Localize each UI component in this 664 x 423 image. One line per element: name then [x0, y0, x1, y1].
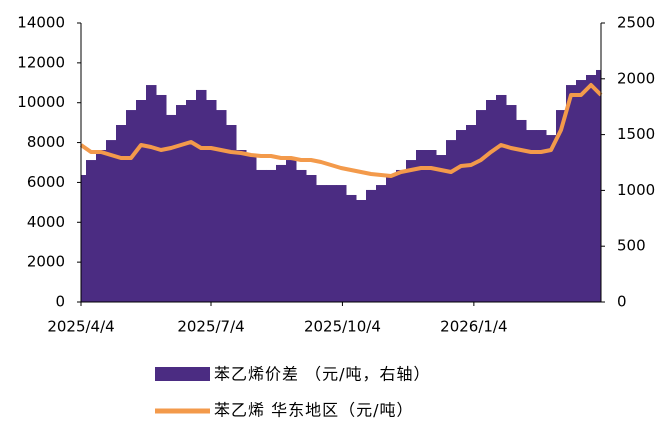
bar	[386, 174, 397, 302]
y2-tick-label: 2500	[617, 14, 655, 32]
x-tick-label: 2025/4/4	[47, 318, 114, 336]
bar	[366, 189, 377, 302]
y2-tick-label: 1000	[617, 181, 655, 199]
bar	[206, 100, 217, 302]
bar	[96, 150, 107, 302]
y2-tick-label: 1500	[617, 125, 655, 143]
bar	[496, 94, 507, 303]
bar	[416, 150, 427, 302]
bar	[86, 160, 97, 302]
x-tick-label: 2025/7/4	[177, 318, 244, 336]
x-tick-label: 2026/1/4	[440, 318, 507, 336]
bar	[456, 130, 467, 302]
bar	[346, 194, 357, 302]
bar	[156, 94, 167, 303]
bar	[406, 160, 417, 302]
y-tick-label: 4000	[27, 213, 65, 231]
legend-swatch-bar	[155, 367, 210, 381]
y-tick-label: 0	[55, 293, 65, 311]
bar	[266, 169, 277, 302]
bar	[246, 155, 257, 302]
bar	[546, 135, 557, 302]
bar	[306, 174, 317, 302]
bar	[476, 110, 487, 302]
bar	[106, 140, 117, 302]
bar	[216, 110, 227, 302]
bar	[576, 80, 587, 302]
y2-tick-label: 0	[617, 293, 627, 311]
y-tick-label: 10000	[17, 93, 65, 111]
bar	[396, 169, 407, 302]
bar	[446, 140, 457, 302]
bar	[516, 119, 527, 302]
bar	[126, 110, 137, 302]
bar	[286, 160, 297, 302]
bar	[436, 155, 447, 302]
y2-tick-label: 500	[617, 237, 646, 255]
bar	[376, 185, 387, 302]
bar	[236, 150, 247, 302]
bar	[556, 110, 567, 302]
bar	[596, 69, 602, 302]
bar	[176, 105, 187, 302]
legend-label: 苯乙烯 华东地区（元/吨）	[214, 401, 413, 420]
bar	[536, 130, 547, 302]
bar	[336, 185, 347, 302]
bar	[186, 100, 197, 302]
bar	[466, 125, 477, 302]
bar	[586, 75, 597, 302]
legend-label: 苯乙烯价差 （元/吨，右轴）	[214, 365, 430, 384]
bar	[146, 85, 157, 303]
bar	[81, 174, 87, 302]
bar	[296, 169, 307, 302]
bar	[116, 125, 127, 302]
y-tick-label: 6000	[27, 173, 65, 191]
bar	[196, 89, 207, 303]
bar	[276, 164, 287, 302]
bar	[526, 130, 537, 302]
y-tick-label: 12000	[17, 53, 65, 71]
y-tick-label: 2000	[27, 253, 65, 271]
y-tick-label: 8000	[27, 133, 65, 151]
bar	[226, 125, 237, 302]
bar	[566, 85, 577, 303]
bar	[426, 150, 437, 302]
bar	[166, 114, 177, 302]
line	[79, 82, 603, 178]
bar	[506, 105, 517, 302]
bar	[256, 169, 267, 302]
x-tick-label: 2025/10/4	[304, 318, 381, 336]
bar	[136, 100, 147, 302]
bar	[486, 100, 497, 302]
bar	[326, 185, 337, 302]
bar	[356, 199, 367, 302]
bar	[316, 185, 327, 302]
y2-tick-label: 2000	[617, 69, 655, 87]
y-tick-label: 14000	[17, 14, 65, 32]
